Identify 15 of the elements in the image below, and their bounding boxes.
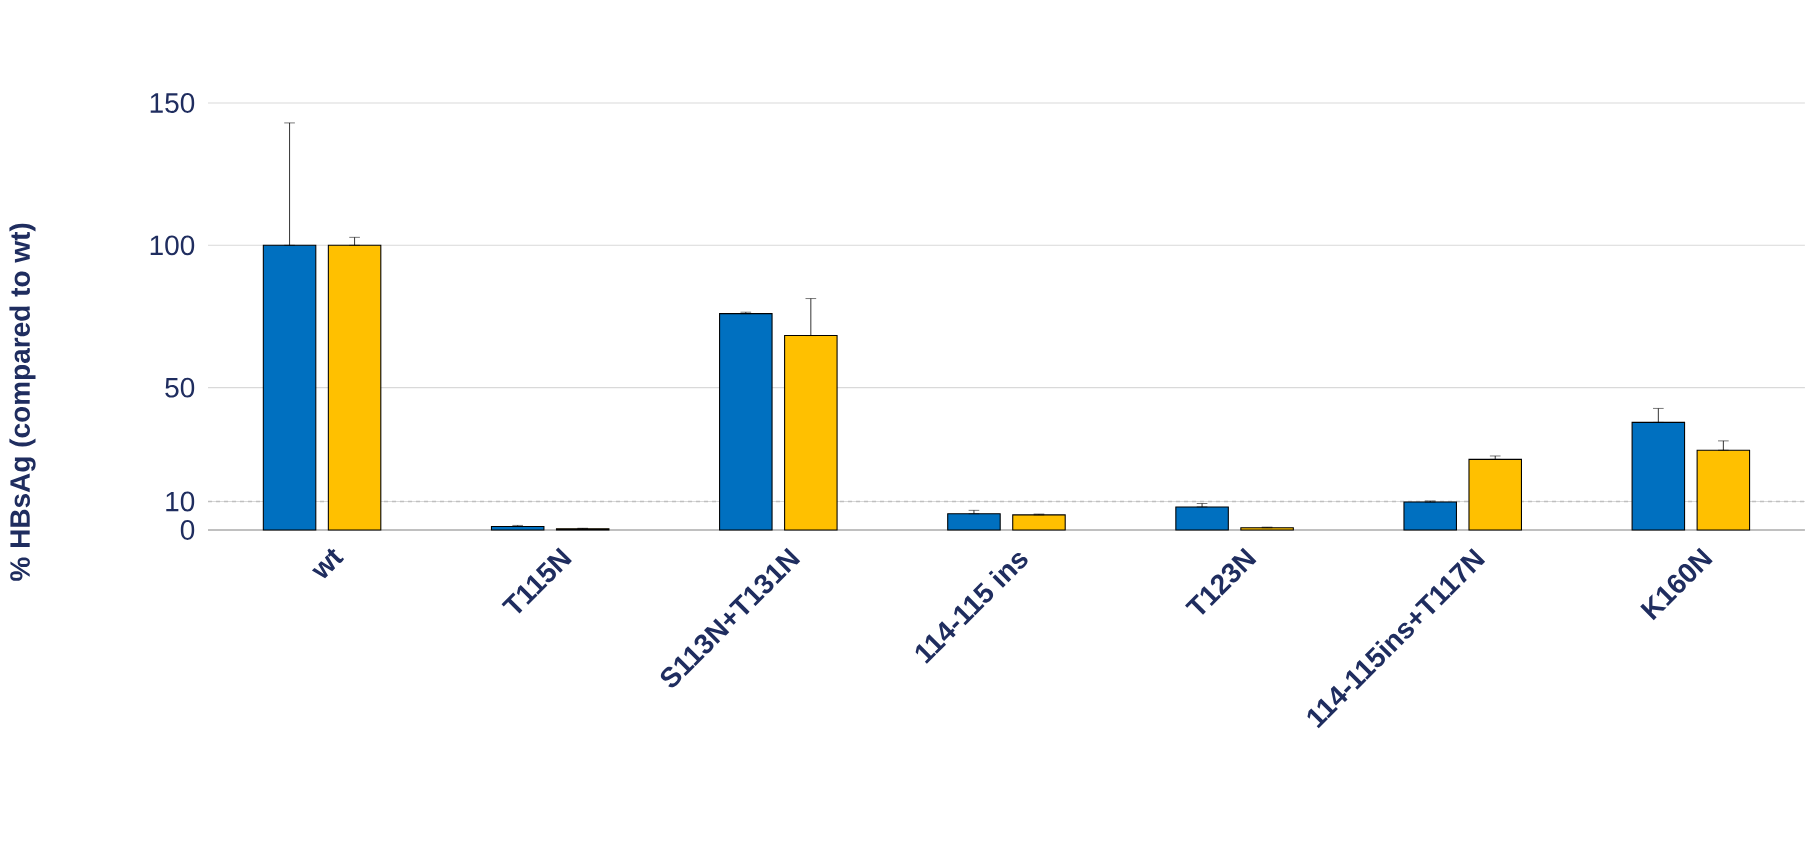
y-tick-label: 10 [166,491,195,512]
bar [1403,501,1457,531]
y-tick-label: 150 [150,93,195,113]
bar [1240,527,1294,531]
y-tick-label: 0 [180,520,195,540]
bar [947,513,1001,531]
bar [490,526,545,531]
bar [1175,506,1229,531]
x-tick-label: wt [311,548,345,579]
y-tick-label: 50 [165,377,195,398]
y-tick-label: 100 [150,235,195,256]
bar [1468,458,1522,531]
bar [1012,514,1066,531]
y-axis-title: % HBsAg (compared to wt) [9,223,36,581]
bar [719,313,773,531]
